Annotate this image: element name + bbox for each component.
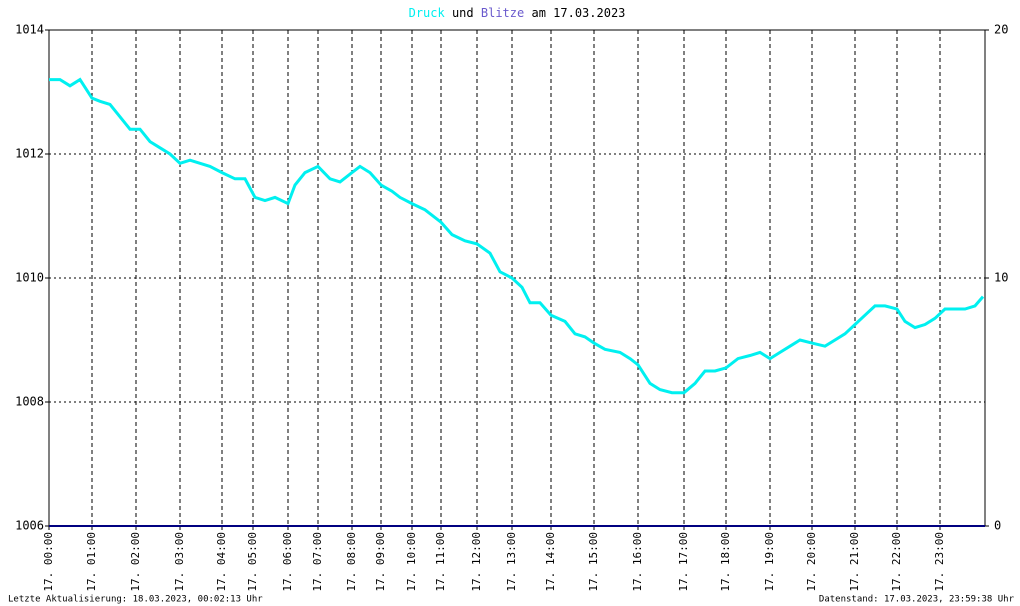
y2-tick-label: 10 [994, 271, 1008, 285]
x-tick-label: 17. 11:00 [434, 532, 447, 592]
x-tick-label: 17. 10:00 [405, 532, 418, 592]
x-tick-label: 17. 03:00 [173, 532, 186, 592]
y-tick-label: 1010 [15, 271, 44, 285]
chart-title: Druck und Blitze am 17.03.2023 [409, 6, 626, 20]
x-tick-label: 17. 00:00 [42, 532, 55, 592]
title-suffix: am 17.03.2023 [531, 6, 625, 20]
title-series-1: Druck [409, 6, 446, 20]
x-tick-label: 17. 02:00 [129, 532, 142, 592]
x-tick-label: 17. 01:00 [85, 532, 98, 592]
x-tick-label: 17. 07:00 [311, 532, 324, 592]
title-series-2: Blitze [481, 6, 524, 20]
y-tick-label: 1008 [15, 395, 44, 409]
x-tick-label: 17. 18:00 [719, 532, 732, 592]
x-tick-label: 17. 15:00 [587, 532, 600, 592]
x-tick-label: 17. 16:00 [631, 532, 644, 592]
footer-left: Letzte Aktualisierung: 18.03.2023, 00:02… [8, 595, 263, 605]
x-tick-label: 17. 19:00 [763, 532, 776, 592]
x-tick-label: 17. 08:00 [345, 532, 358, 592]
footer-right: Datenstand: 17.03.2023, 23:59:38 Uhr [819, 595, 1015, 605]
title-connector: und [452, 6, 474, 20]
y2-tick-label: 0 [994, 519, 1001, 533]
x-tick-label: 17. 17:00 [677, 532, 690, 592]
x-tick-label: 17. 21:00 [848, 532, 861, 592]
y-tick-label: 1014 [15, 23, 44, 37]
y-tick-label: 1012 [15, 147, 44, 161]
x-tick-label: 17. 12:00 [470, 532, 483, 592]
x-tick-label: 17. 13:00 [505, 532, 518, 592]
x-tick-label: 17. 06:00 [281, 532, 294, 592]
x-tick-label: 17. 14:00 [544, 532, 557, 592]
x-tick-label: 17. 22:00 [890, 532, 903, 592]
x-tick-label: 17. 23:00 [933, 532, 946, 592]
x-tick-label: 17. 04:00 [215, 532, 228, 592]
x-tick-label: 17. 05:00 [246, 532, 259, 592]
series-line [49, 77, 985, 395]
x-tick-label: 17. 09:00 [374, 532, 387, 592]
y-tick-label: 1006 [15, 519, 44, 533]
x-tick-label: 17. 20:00 [805, 532, 818, 592]
y2-tick-label: 20 [994, 23, 1008, 37]
